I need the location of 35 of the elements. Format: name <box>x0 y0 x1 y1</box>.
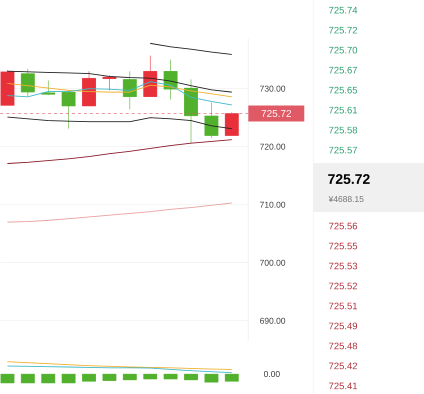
line-series <box>150 42 232 55</box>
text: 725.53 <box>329 262 358 270</box>
ref-line-label: 725.72 <box>262 110 292 117</box>
candlestick <box>20 68 35 96</box>
text: 725.61 <box>329 106 358 114</box>
y-tick-label: 730.00 <box>260 86 286 92</box>
text: 725.57 <box>329 146 358 154</box>
text: 725.48 <box>329 342 358 350</box>
text: 725.56 <box>329 222 358 230</box>
text: 725.67 <box>329 66 358 74</box>
text: 725.70 <box>329 46 358 54</box>
candlestick <box>102 74 116 91</box>
text: 725.42 <box>329 362 358 370</box>
candlestick <box>41 80 56 96</box>
text: 725.74 <box>329 6 358 14</box>
y-tick-label: 720.00 <box>260 144 286 150</box>
text: 725.51 <box>329 302 358 310</box>
candlestick <box>204 102 218 138</box>
text: 725.55 <box>329 242 358 250</box>
line-series <box>6 139 232 164</box>
text: 725.41 <box>329 382 358 390</box>
candlestick <box>224 112 239 136</box>
text: 0.00 <box>264 371 280 377</box>
text: 725.49 <box>329 322 358 330</box>
candlestick <box>62 90 76 129</box>
y-tick-label: 710.00 <box>260 202 286 208</box>
text: 725.65 <box>329 86 358 94</box>
text: 725.52 <box>329 282 358 290</box>
text: 725.58 <box>329 126 358 134</box>
y-tick-label: 690.00 <box>260 318 286 324</box>
text: 725.72 <box>329 26 358 34</box>
text: 725.72 <box>328 174 370 184</box>
y-tick-label: 700.00 <box>260 260 286 266</box>
line-series <box>6 70 232 93</box>
text: ¥4688.15 <box>328 196 364 202</box>
